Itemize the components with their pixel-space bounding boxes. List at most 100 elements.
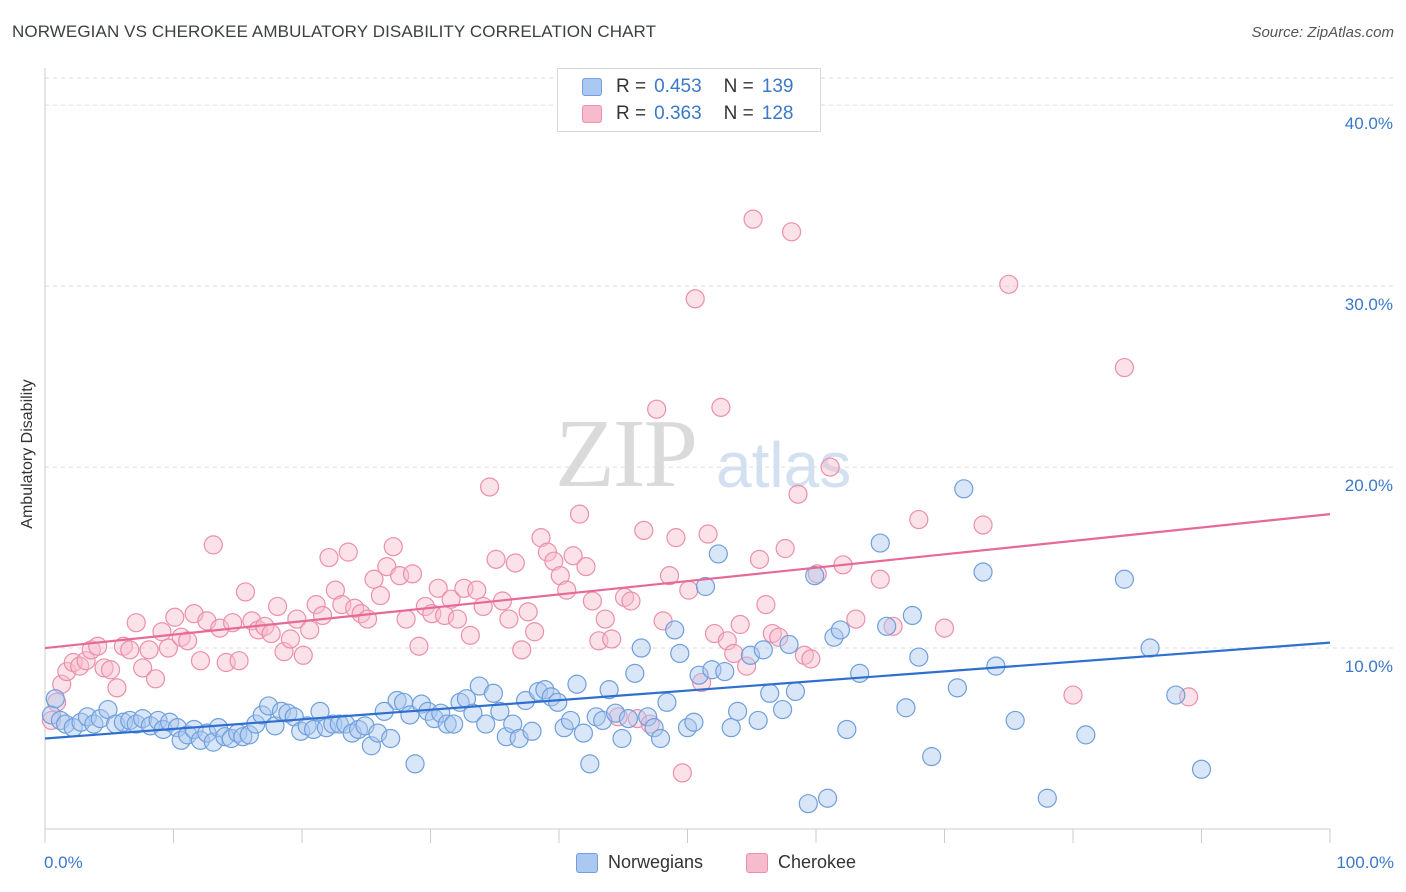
legend-label-cherokee: Cherokee — [778, 852, 857, 872]
cherokee-point — [569, 504, 590, 524]
cherokee-point — [1114, 357, 1135, 378]
legend-item-cherokee[interactable]: Cherokee — [746, 852, 856, 873]
cherokee-point — [261, 623, 281, 644]
y-axis-label: Ambulatory Disability — [19, 379, 36, 529]
x-tick-label-max: 100.0% — [1336, 853, 1394, 872]
cherokee-point — [473, 596, 493, 617]
cherokee-point — [505, 553, 525, 573]
norwegian-point — [650, 728, 671, 749]
norwegian-point — [41, 705, 62, 725]
norwegian-point — [548, 692, 568, 712]
cherokee-point — [717, 631, 737, 651]
norwegian-point — [490, 701, 510, 721]
legend-swatch-blue — [582, 78, 602, 96]
cherokee-point — [518, 602, 538, 622]
cherokee-point — [287, 609, 307, 629]
cherokee-point — [788, 484, 808, 504]
legend-swatch-pink — [746, 852, 768, 873]
norwegian-point — [361, 736, 381, 756]
norwegian-point — [657, 692, 677, 712]
legend-r-label: R = — [616, 103, 647, 124]
cherokee-point — [640, 714, 660, 734]
cherokee-point — [801, 649, 821, 669]
legend-swatch-pink — [582, 105, 602, 123]
norwegian-point — [850, 663, 870, 683]
norwegian-point — [902, 605, 922, 626]
norwegian-point — [748, 710, 768, 731]
norwegian-point — [297, 716, 317, 736]
norwegian-point — [830, 620, 851, 640]
cherokee-point — [698, 524, 718, 544]
series-legend: Norwegians Cherokee — [0, 852, 1406, 878]
norwegian-point — [708, 544, 728, 564]
norwegian-point — [233, 727, 253, 747]
cherokee-point — [743, 209, 763, 229]
cherokee-point — [870, 569, 890, 589]
cherokee-point — [293, 645, 313, 665]
legend-n-label: N = — [723, 76, 754, 97]
cherokee-point — [647, 399, 667, 419]
cherokee-point — [460, 625, 480, 645]
cherokee-point — [267, 596, 288, 617]
y-tick-label: 10.0% — [1345, 657, 1393, 676]
cherokee-point — [672, 763, 692, 783]
cherokee-point — [133, 658, 153, 678]
norwegian-point — [203, 732, 223, 752]
norwegian-point — [554, 718, 574, 738]
cherokee-point — [666, 528, 686, 548]
norwegian-point — [954, 479, 974, 499]
cherokee-point — [428, 578, 448, 598]
legend-n-value: 128 — [761, 103, 794, 124]
cherokee-point — [447, 609, 468, 629]
cherokee-point — [692, 672, 712, 693]
norwegian-point — [721, 718, 741, 738]
cherokee-point — [846, 609, 866, 629]
norwegian-point — [837, 719, 857, 740]
norwegian-point — [580, 754, 600, 774]
norwegian-point — [405, 754, 425, 774]
y-tick-label: 20.0% — [1345, 476, 1393, 495]
cherokee-point — [737, 656, 757, 676]
watermark-zip: ZIP — [555, 400, 698, 508]
norwegian-point — [760, 683, 780, 703]
cherokee-point — [563, 546, 583, 566]
cherokee-point — [769, 627, 789, 647]
cherokee-point — [781, 222, 802, 242]
norwegian-point — [1191, 759, 1212, 779]
norwegian-point — [896, 698, 916, 718]
norwegian-point — [444, 714, 464, 734]
norwegian-point — [411, 694, 432, 714]
x-tick-label-min: 0.0% — [44, 853, 83, 872]
cherokee-point — [621, 591, 641, 611]
norwegian-point — [715, 661, 735, 682]
cherokee-point — [312, 605, 333, 626]
cherokee-point — [300, 620, 320, 640]
cherokee-point — [235, 582, 256, 602]
correlation-legend: R = 0.453 N = 139 R = 0.363 N = 128 — [557, 68, 821, 132]
cherokee-point — [402, 564, 423, 584]
norwegian-point — [133, 709, 153, 729]
cherokee-point — [512, 640, 532, 660]
norwegian-point — [387, 690, 407, 711]
norwegian-point — [870, 533, 890, 553]
norwegian-point — [1166, 685, 1186, 705]
cherokee-point — [280, 629, 301, 649]
norwegian-point — [684, 712, 704, 732]
norwegian-point — [1037, 788, 1057, 808]
cherokee-point — [88, 636, 108, 656]
legend-item-norwegians[interactable]: Norwegians — [576, 852, 703, 873]
norwegian-point — [1114, 569, 1135, 589]
cherokee-trend-line — [44, 513, 1331, 650]
norwegian-point — [817, 788, 838, 808]
legend-swatch-blue — [576, 852, 598, 873]
source-label: Source: ZipAtlas.com — [1251, 24, 1394, 41]
norwegian-point — [670, 643, 690, 664]
cherokee-point — [480, 477, 500, 497]
norwegian-point — [695, 576, 716, 597]
norwegian-point — [728, 701, 748, 721]
norwegian-point — [437, 714, 457, 734]
cherokee-point — [659, 566, 680, 586]
cherokee-point — [524, 622, 545, 642]
cherokee-point — [486, 549, 506, 569]
cherokee-point — [557, 580, 577, 600]
